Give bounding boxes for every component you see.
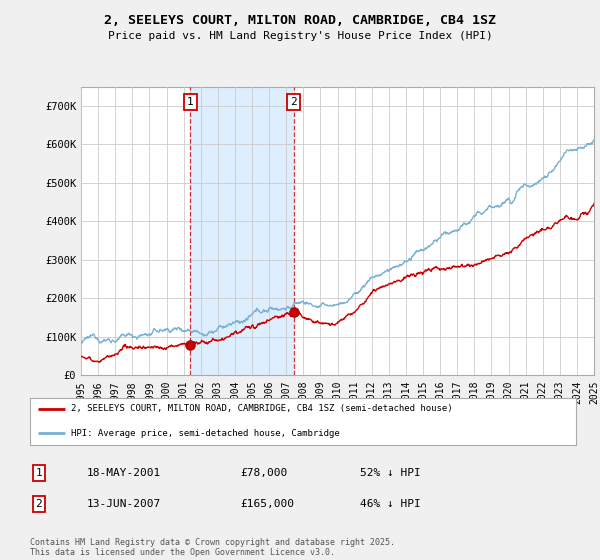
Text: 2, SEELEYS COURT, MILTON ROAD, CAMBRIDGE, CB4 1SZ: 2, SEELEYS COURT, MILTON ROAD, CAMBRIDGE… <box>104 14 496 27</box>
Text: £78,000: £78,000 <box>240 468 287 478</box>
Text: Price paid vs. HM Land Registry's House Price Index (HPI): Price paid vs. HM Land Registry's House … <box>107 31 493 41</box>
Text: 2: 2 <box>35 499 43 509</box>
Text: 18-MAY-2001: 18-MAY-2001 <box>87 468 161 478</box>
Text: £165,000: £165,000 <box>240 499 294 509</box>
Text: 1: 1 <box>187 97 193 107</box>
Text: HPI: Average price, semi-detached house, Cambridge: HPI: Average price, semi-detached house,… <box>71 429 340 438</box>
Text: 2: 2 <box>290 97 297 107</box>
Text: 46% ↓ HPI: 46% ↓ HPI <box>360 499 421 509</box>
Bar <box>190 87 294 375</box>
Text: Contains HM Land Registry data © Crown copyright and database right 2025.
This d: Contains HM Land Registry data © Crown c… <box>30 538 395 557</box>
Text: 2, SEELEYS COURT, MILTON ROAD, CAMBRIDGE, CB4 1SZ (semi-detached house): 2, SEELEYS COURT, MILTON ROAD, CAMBRIDGE… <box>71 404 452 413</box>
Text: 1: 1 <box>35 468 43 478</box>
Text: 13-JUN-2007: 13-JUN-2007 <box>87 499 161 509</box>
Text: 52% ↓ HPI: 52% ↓ HPI <box>360 468 421 478</box>
